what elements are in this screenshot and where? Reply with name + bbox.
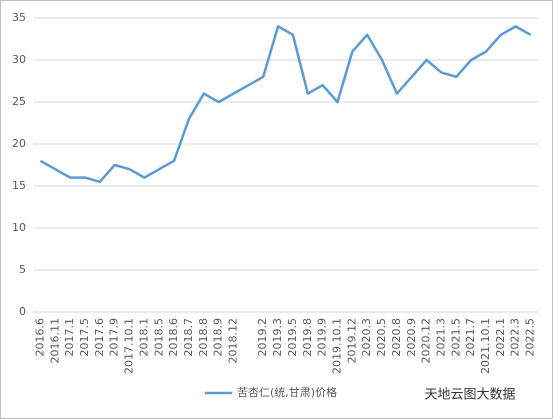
line-series: [39, 25, 532, 184]
y-tick-label: 10: [12, 221, 26, 234]
y-tick-label: 30: [12, 53, 26, 66]
x-tick-label: 2019.10.1: [330, 318, 343, 374]
x-tick-label: 2017.1: [63, 318, 76, 357]
y-tick-label: 15: [12, 179, 26, 192]
x-tick-label: 2018.6: [167, 318, 180, 357]
x-tick-label: 2016.11: [48, 318, 61, 364]
x-tick-label: 2017.10.1: [123, 318, 136, 374]
x-tick-label: 2019.12: [345, 318, 358, 364]
x-tick-label: 2019.2: [256, 318, 269, 357]
y-tick-label: 35: [12, 11, 26, 24]
x-tick-label: 2018.1: [137, 318, 150, 357]
x-tick-label: 2022.3: [509, 318, 522, 357]
x-tick-label: 2019.9: [316, 318, 329, 357]
x-tick-label: 2018.12: [227, 318, 240, 364]
x-tick-label: 2018.5: [152, 318, 165, 357]
y-tick-label: 5: [19, 263, 26, 276]
legend-label: 苦杏仁(统,甘肃)价格: [237, 385, 337, 399]
x-tick-label: 2022.5: [524, 318, 537, 357]
y-tick-label: 0: [19, 305, 26, 318]
x-tick-label: 2019.5: [286, 318, 299, 357]
y-tick-label: 20: [12, 137, 26, 150]
x-tick-label: 2019.3: [271, 318, 284, 357]
x-tick-label: 2017.9: [108, 318, 121, 357]
watermark: 天地云图大数据: [424, 388, 515, 403]
x-tick-label: 2016.6: [33, 318, 46, 357]
x-tick-label: 2021.3: [434, 318, 447, 357]
x-tick-label: 2020.8: [390, 318, 403, 357]
x-tick-label: 2017.6: [93, 318, 106, 357]
x-tick-label: 2021.5: [449, 318, 462, 357]
y-tick-label: 25: [12, 95, 26, 108]
x-tick-label: 2020.12: [420, 318, 433, 364]
x-tick-label: 2017.5: [78, 318, 91, 357]
x-tick-label: 2021.10.1: [479, 318, 492, 374]
x-tick-label: 2019.8: [301, 318, 314, 357]
x-tick-label: 2018.7: [182, 318, 195, 357]
x-tick-label: 2020.9: [405, 318, 418, 357]
x-tick-label: 2022.1: [494, 318, 507, 357]
x-tick-label: 2018.8: [197, 318, 210, 357]
x-tick-label: 2018.9: [212, 318, 225, 357]
x-tick-label: 2020.5: [375, 318, 388, 357]
x-tick-label: 2020.3: [360, 318, 373, 357]
x-tick-label: 2021.7: [464, 318, 477, 357]
